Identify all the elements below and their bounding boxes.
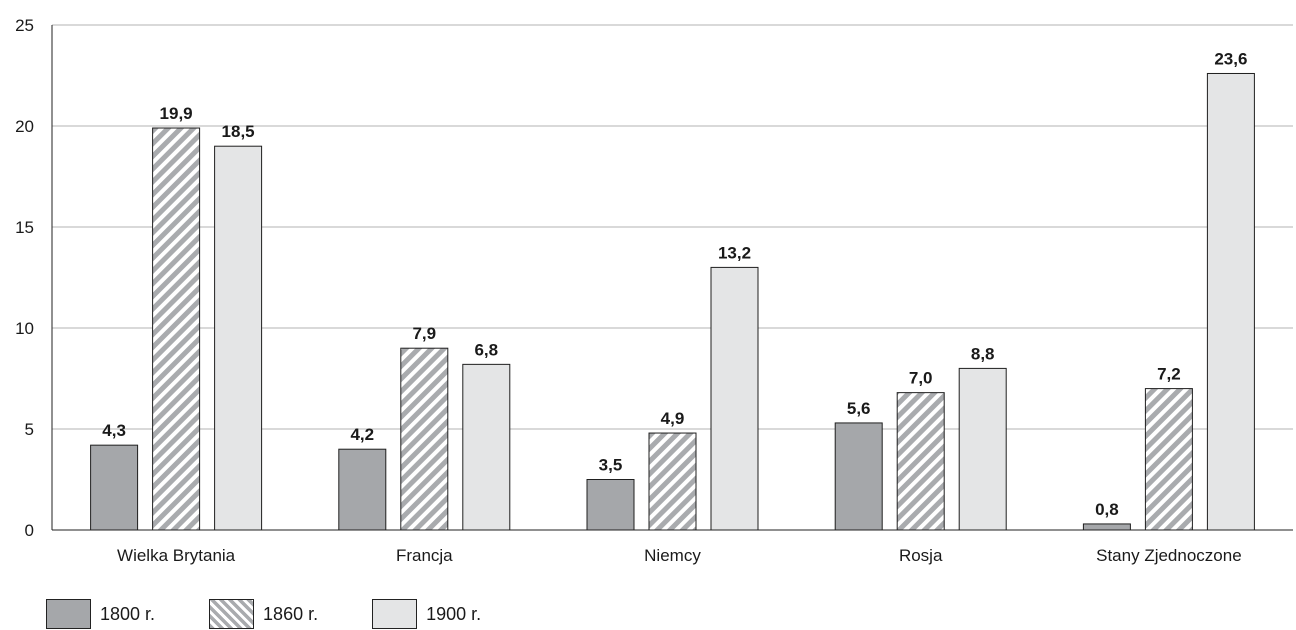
y-tick-label: 25	[15, 16, 34, 35]
y-axis-tick-labels: 0 5 10 15 20 25	[15, 16, 34, 540]
data-label: 7,0	[909, 369, 933, 388]
bar	[214, 145, 263, 531]
bar	[338, 448, 387, 531]
legend-item-1900: 1900 r.	[372, 599, 481, 629]
bar	[710, 266, 759, 531]
y-tick-label: 5	[25, 420, 34, 439]
data-label: 4,2	[350, 425, 374, 444]
bar	[400, 347, 449, 531]
y-tick-label: 20	[15, 117, 34, 136]
bar	[152, 127, 201, 531]
legend-label-1860: 1860 r.	[263, 603, 319, 624]
bar	[462, 363, 511, 531]
x-tick-label: Niemcy	[644, 546, 701, 565]
data-label: 19,9	[160, 104, 193, 123]
y-tick-label: 15	[15, 218, 34, 237]
bar	[586, 479, 635, 531]
legend-item-1800: 1800 r.	[46, 599, 155, 629]
data-label: 4,9	[661, 409, 685, 428]
data-label: 13,2	[718, 243, 751, 262]
x-tick-label: Stany Zjednoczone	[1096, 546, 1242, 565]
y-tick-label: 10	[15, 319, 34, 338]
bar	[834, 422, 883, 531]
data-label: 7,9	[412, 324, 436, 343]
data-label: 0,8	[1095, 500, 1119, 519]
bar	[1082, 523, 1131, 531]
x-tick-label: Francja	[396, 546, 453, 565]
data-label: 3,5	[599, 456, 623, 475]
bar	[958, 367, 1007, 531]
data-label: 18,5	[222, 122, 255, 141]
x-tick-label: Wielka Brytania	[117, 546, 236, 565]
axes	[51, 25, 1293, 531]
bar	[90, 444, 139, 531]
legend-swatch-1860	[209, 599, 255, 629]
data-labels: 4,3 19,9 18,5 4,2 7,9 6,8 3,5 4,9 13,2 5,6 7,0 8,8 0…	[102, 49, 1247, 518]
data-label: 7,2	[1157, 365, 1181, 384]
bars	[90, 72, 1255, 531]
bar-chart: 0 5 10 15 20 25 4,3 19,9 18,5 4,2 7,9 6,8 3,5 4,9 13,…	[15, 16, 1293, 565]
data-label: 8,8	[971, 344, 995, 363]
data-label: 5,6	[847, 399, 871, 418]
bar	[896, 392, 945, 531]
data-label: 23,6	[1214, 49, 1247, 68]
legend: 1800 r. 1860 r. 1900 r.	[46, 598, 535, 630]
bar	[1144, 388, 1193, 531]
bar	[648, 432, 697, 531]
data-label: 6,8	[474, 340, 498, 359]
legend-item-1860: 1860 r.	[209, 599, 318, 629]
x-tick-label: Rosja	[899, 546, 943, 565]
bar	[1206, 72, 1255, 531]
legend-swatch-1800	[46, 599, 91, 629]
legend-label-1900: 1900 r.	[426, 603, 482, 624]
x-axis-category-labels: Wielka Brytania Francja Niemcy Rosja Stany Z…	[117, 546, 1242, 565]
y-tick-label: 0	[25, 521, 34, 540]
legend-swatch-1900	[372, 599, 418, 629]
data-label: 4,3	[102, 421, 126, 440]
legend-label-1800: 1800 r.	[100, 603, 156, 624]
